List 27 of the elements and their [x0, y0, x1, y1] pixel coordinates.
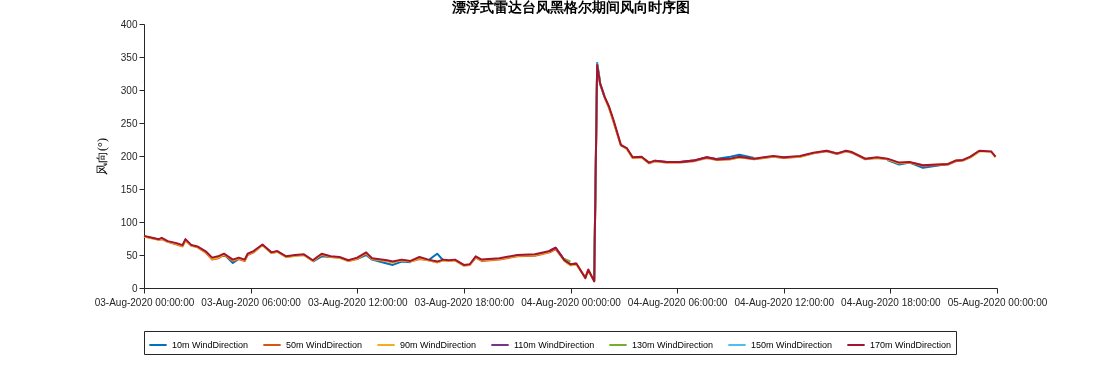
- x-tick-label: 03-Aug-2020 00:00:00: [94, 296, 195, 308]
- y-tick-label: 400: [120, 18, 138, 30]
- y-tick-label: 0: [131, 282, 138, 294]
- x-tick-label: 03-Aug-2020 12:00:00: [307, 296, 408, 308]
- y-tick-label: 200: [120, 150, 138, 162]
- x-tick-label: 03-Aug-2020 18:00:00: [414, 296, 515, 308]
- x-tick-label: 04-Aug-2020 18:00:00: [841, 296, 942, 308]
- legend-label: 90m WindDirection: [400, 340, 477, 350]
- chart-title: 漂浮式雷达台风黑格尔期间风向时序图: [450, 0, 690, 15]
- x-tick-label: 03-Aug-2020 06:00:00: [201, 296, 302, 308]
- x-tick-label: 04-Aug-2020 00:00:00: [521, 296, 622, 308]
- y-axis-title: 风向(°): [94, 138, 109, 175]
- x-tick-label: 04-Aug-2020 06:00:00: [627, 296, 728, 308]
- legend-label: 170m WindDirection: [870, 340, 952, 350]
- legend-label: 50m WindDirection: [286, 340, 363, 350]
- y-tick-label: 150: [120, 183, 138, 195]
- legend-label: 10m WindDirection: [172, 340, 249, 350]
- y-tick-label: 350: [120, 51, 138, 63]
- y-tick-label: 50: [126, 249, 138, 261]
- legend-label: 110m WindDirection: [514, 340, 595, 350]
- legend-label: 130m WindDirection: [632, 340, 714, 350]
- y-tick-label: 250: [120, 117, 138, 129]
- y-tick-label: 100: [120, 216, 138, 228]
- legend-label: 150m WindDirection: [751, 340, 833, 350]
- y-tick-label: 300: [120, 84, 138, 96]
- x-tick-label: 05-Aug-2020 00:00:00: [947, 296, 1048, 308]
- x-tick-label: 04-Aug-2020 12:00:00: [734, 296, 835, 308]
